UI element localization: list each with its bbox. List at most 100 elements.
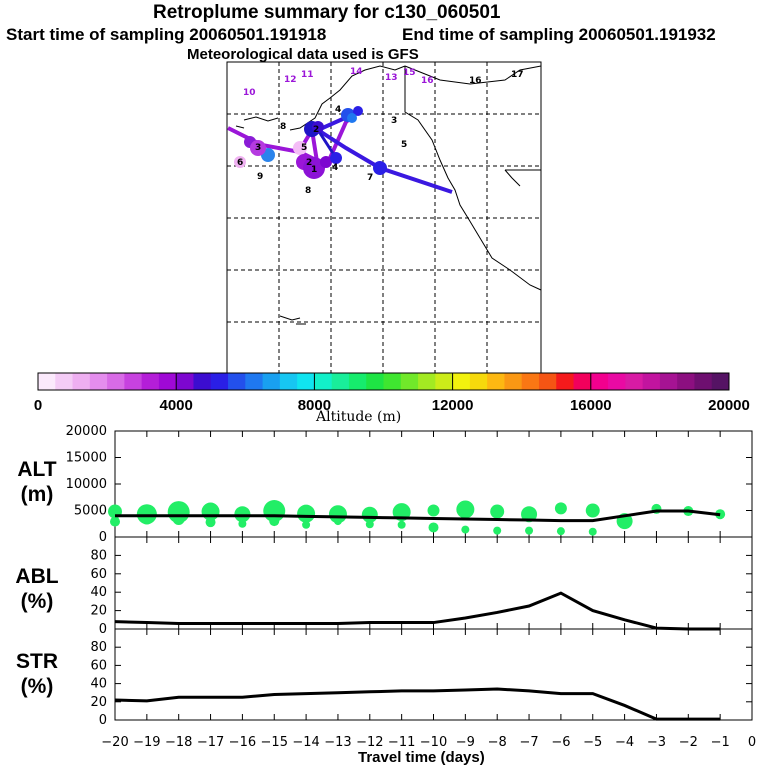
colorbar-swatch	[158, 373, 177, 390]
colorbar-tick-label: 8000	[298, 397, 331, 414]
colorbar-swatch	[642, 373, 661, 390]
y-tick-label: 0	[99, 622, 107, 637]
str-axis-line1: STR	[16, 650, 58, 673]
x-axis-title: Travel time (days)	[358, 749, 485, 766]
y-tick-label: 10000	[66, 477, 107, 492]
x-tick-label: −6	[551, 735, 570, 750]
colorbar-swatch	[400, 373, 419, 390]
colorbar-label: Altitude (m)	[316, 409, 402, 425]
map-day-label: 13	[385, 73, 398, 83]
colorbar-swatch	[452, 373, 471, 390]
map-day-label: 4	[335, 105, 341, 115]
map-day-label: 3	[255, 143, 261, 153]
chart-title: Retroplume summary for c130_060501	[153, 2, 501, 23]
colorbar-swatch	[348, 373, 367, 390]
y-tick-label: 0	[99, 530, 107, 545]
colorbar-swatch	[228, 373, 246, 390]
plume-marker-14	[373, 161, 387, 175]
alt-point	[588, 527, 597, 536]
map-day-label: 7	[367, 173, 373, 183]
alt-point	[269, 516, 280, 527]
colorbar-swatch	[659, 373, 678, 390]
x-tick-label: −4	[615, 735, 634, 750]
alt-point	[238, 519, 247, 528]
x-tick-label: −10	[420, 735, 447, 750]
alt-point	[456, 500, 475, 519]
y-tick-label: 0	[99, 713, 107, 728]
colorbar-swatch	[418, 373, 436, 390]
alt-point	[427, 504, 440, 517]
map-day-label: 8	[305, 186, 311, 196]
alt-point	[205, 517, 216, 528]
x-tick-label: −17	[197, 735, 224, 750]
abl-line	[114, 591, 721, 631]
x-tick-label: −7	[519, 735, 538, 750]
plume-marker-1	[234, 156, 246, 168]
colorbar-swatch	[107, 373, 125, 390]
panel-frame-2	[114, 628, 753, 721]
alt-point	[234, 506, 251, 523]
map-day-label: 3	[391, 116, 397, 126]
colorbar-swatch	[711, 373, 730, 390]
x-tick-label: −13	[324, 735, 351, 750]
alt-point	[521, 506, 538, 523]
alt-axis-line1: ALT	[17, 458, 57, 481]
colorbar-swatch	[297, 373, 315, 390]
colorbar-swatch	[435, 373, 454, 390]
x-tick-label: −12	[356, 735, 383, 750]
x-tick-label: 0	[748, 735, 756, 750]
colorbar-swatch	[176, 373, 194, 390]
str-line	[114, 687, 721, 721]
plume-marker-10	[312, 121, 324, 133]
y-tick-label: 20	[90, 695, 107, 710]
y-tick-label: 5000	[74, 504, 107, 519]
met-data-label: Meteorological data used is GFS	[187, 46, 419, 63]
colorbar-swatch	[469, 373, 488, 390]
y-tick-label: 20	[90, 604, 107, 619]
colorbar-swatch	[521, 373, 540, 390]
y-tick-label: 80	[90, 548, 107, 563]
colorbar-swatch	[141, 373, 160, 390]
map-day-label: 10	[243, 88, 256, 98]
alt-point	[428, 522, 439, 533]
plume-marker-4	[293, 141, 307, 155]
x-tick-label: −2	[679, 735, 698, 750]
y-tick-label: 20000	[66, 424, 107, 439]
x-tick-label: −20	[101, 735, 128, 750]
plume-marker-7	[320, 156, 332, 168]
map-day-label: 4	[332, 163, 338, 173]
alt-mean-line	[115, 509, 721, 523]
colorbar-swatch	[331, 373, 350, 390]
map-day-label: 17	[511, 70, 524, 80]
str-axis-line2: (%)	[20, 675, 54, 698]
colorbar-swatch	[625, 373, 644, 390]
map-day-label: 2	[306, 158, 312, 168]
map-day-label: 1	[311, 165, 317, 175]
x-tick-label: −9	[456, 735, 475, 750]
alt-point	[556, 527, 565, 536]
alt-point	[365, 520, 374, 529]
x-tick-label: −18	[165, 735, 192, 750]
plume-marker-6	[303, 157, 325, 179]
colorbar-swatch	[72, 373, 91, 390]
map-day-label: 2	[313, 125, 319, 135]
colorbar-tick-label: 20000	[708, 397, 750, 414]
x-tick-label: −15	[261, 735, 288, 750]
abl-axis-label: ABL (%)	[8, 564, 66, 614]
colorbar-tick-label: 16000	[570, 397, 612, 414]
x-tick-label: −8	[488, 735, 507, 750]
map-day-label: 5	[301, 143, 307, 153]
plume-marker-13	[347, 113, 357, 123]
colorbar-swatch	[556, 373, 575, 390]
colorbar-swatch	[366, 373, 384, 390]
colorbar-swatch	[608, 373, 626, 390]
alt-point	[525, 526, 534, 535]
map-day-label: 15	[403, 68, 416, 78]
map-day-label: 16	[421, 76, 434, 86]
y-tick-label: 60	[90, 567, 107, 582]
alt-point	[461, 525, 470, 534]
colorbar-tick-label: 0	[34, 397, 42, 414]
